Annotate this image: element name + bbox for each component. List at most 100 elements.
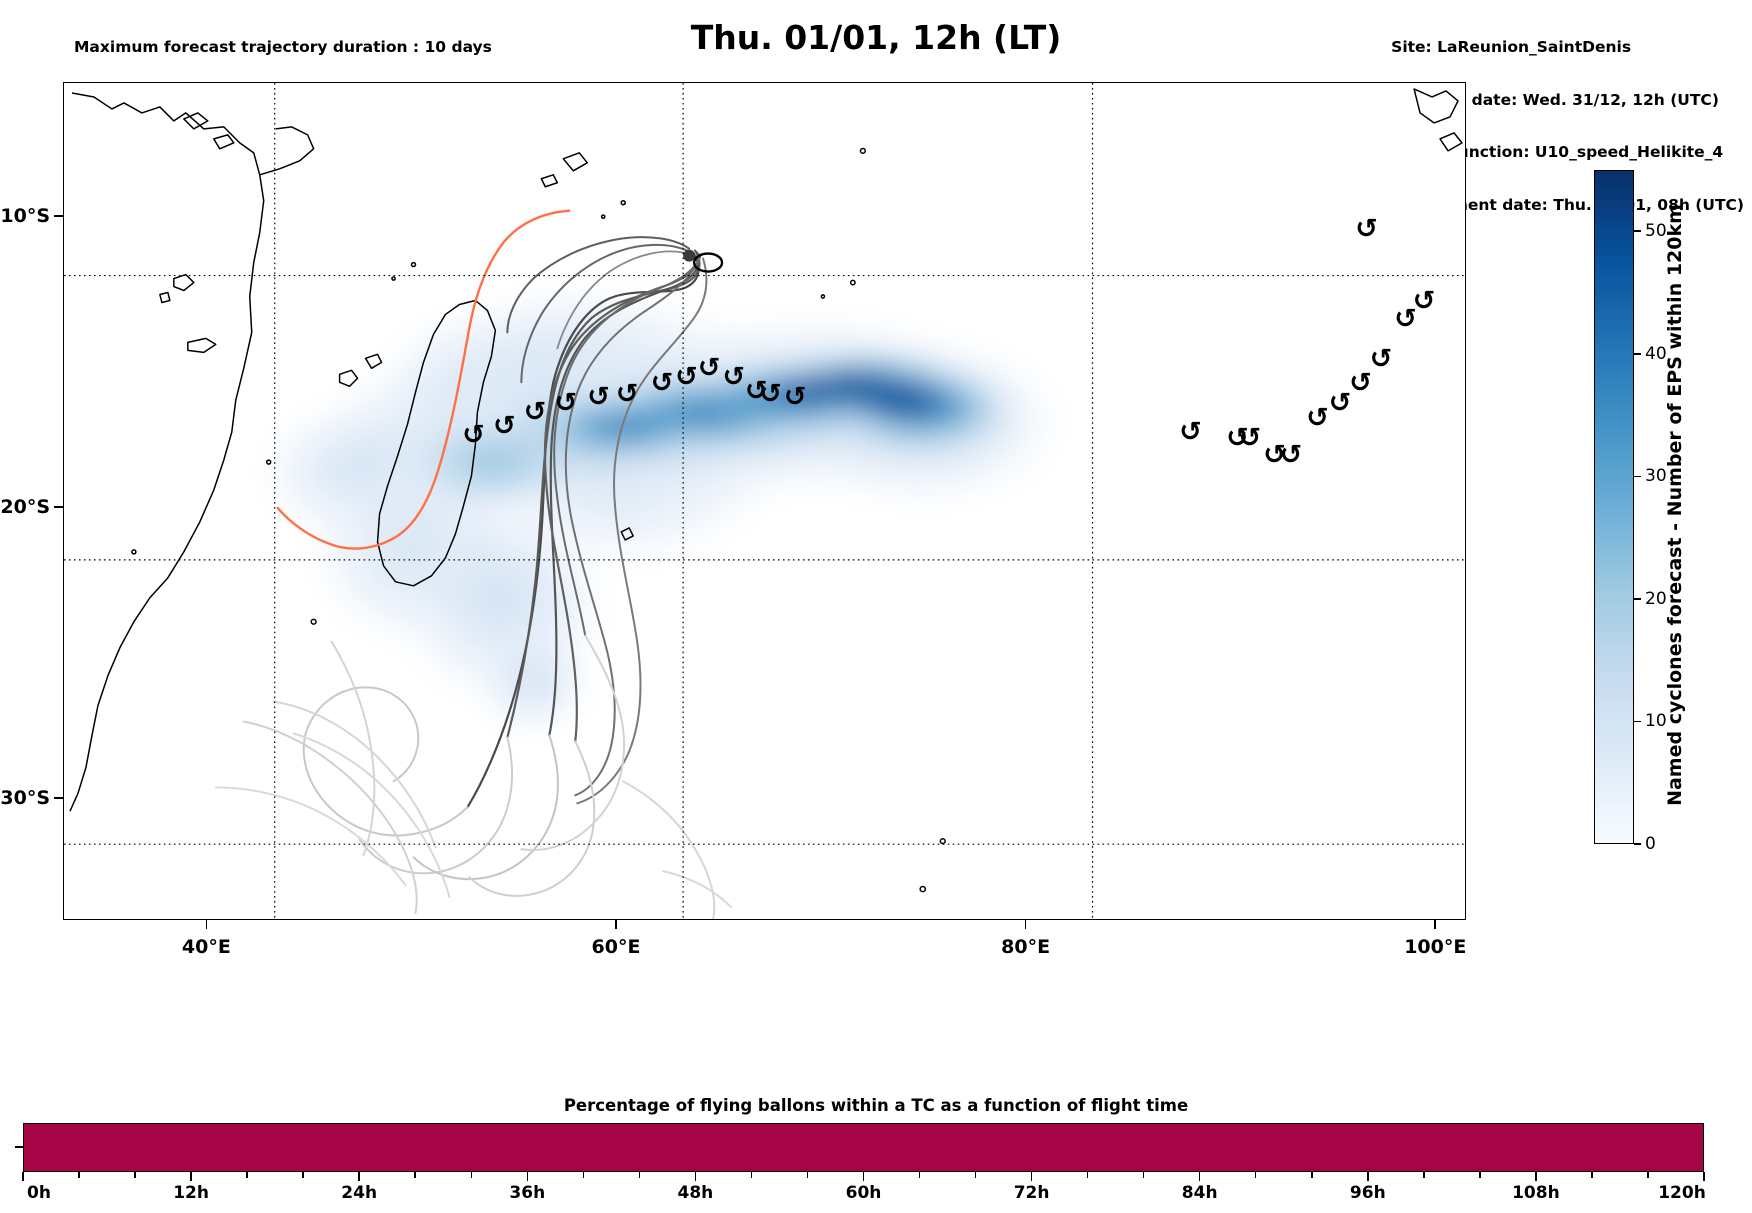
colorbar-tick — [1634, 598, 1641, 600]
colorbar-tick — [1634, 720, 1641, 723]
tc-observation-marker: ↺ — [1279, 439, 1303, 471]
time-minor-tick — [750, 1172, 753, 1178]
colorbar-tick-label: 0 — [1645, 834, 1656, 854]
colorbar-tick-label: 50 — [1645, 221, 1667, 242]
time-tick-label: 108h — [1512, 1183, 1560, 1203]
time-minor-tick — [1479, 1172, 1481, 1178]
tc-observation-marker: ↺ — [1238, 422, 1262, 454]
tc-observation-marker: ↺ — [1306, 402, 1329, 434]
analysis-track — [683, 249, 724, 273]
tc-observation-marker: ↺ — [523, 396, 547, 428]
lon-tick — [1434, 920, 1437, 929]
time-minor-tick — [582, 1172, 585, 1178]
time-tick — [358, 1172, 360, 1181]
tc-observation-marker: ↺ — [1328, 387, 1352, 419]
lat-label: 30°S — [0, 786, 50, 809]
percentage-bar-fill — [24, 1124, 1703, 1171]
tc-observation-marker: ↺ — [1349, 367, 1372, 399]
tc-observation-marker: ↺ — [722, 361, 746, 393]
time-minor-tick — [1254, 1172, 1257, 1178]
time-minor-tick — [1423, 1172, 1425, 1178]
lon-tick — [1024, 920, 1027, 929]
coastlines — [69, 88, 1463, 893]
tc-observation-marker: ↺ — [1226, 422, 1249, 454]
time-tick — [1535, 1172, 1537, 1181]
lat-tick — [54, 796, 63, 799]
time-tick-label: 12h — [173, 1183, 209, 1203]
tc-observation-marker: ↺ — [554, 387, 578, 419]
time-tick — [1198, 1172, 1201, 1181]
site-text: Site: LaReunion_SaintDenis — [1391, 38, 1632, 56]
time-minor-tick — [134, 1172, 136, 1178]
time-tick-label: 120h — [1658, 1183, 1706, 1203]
time-tick — [190, 1172, 192, 1181]
time-minor-tick — [918, 1172, 921, 1178]
lon-label: 40°E — [181, 936, 231, 958]
lon-label: 60°E — [591, 936, 641, 958]
colorbar-tick-label: 20 — [1645, 588, 1667, 609]
lon-tick — [205, 920, 208, 929]
tc-observation-marker: ↺ — [650, 367, 674, 399]
time-minor-tick — [470, 1172, 473, 1178]
time-tick — [1367, 1172, 1369, 1181]
lat-tick — [54, 215, 63, 217]
time-tick-label: 36h — [509, 1183, 546, 1203]
percentage-bar-ytick — [15, 1146, 23, 1148]
forecast-map[interactable]: ↺↺↺↺↺↺↺↺↺↺↺↺↺↺↺↺↺↺↺↺↺↺↺↺↺ No Interceptio… — [63, 82, 1466, 920]
lat-tick — [54, 506, 63, 508]
time-minor-tick — [806, 1172, 809, 1178]
tc-observation-marker: ↺ — [1369, 343, 1393, 375]
graticule — [64, 83, 1465, 919]
time-minor-tick — [638, 1172, 641, 1178]
time-tick — [526, 1172, 529, 1181]
tc-observation-marker: ↺ — [493, 410, 516, 442]
tc-observation-marker: ↺ — [1263, 439, 1286, 471]
tc-observation-marker: ↺ — [697, 352, 721, 384]
time-tick-label: 60h — [845, 1183, 882, 1203]
tc-observation-marker: ↺ — [744, 375, 768, 407]
colorbar-tick — [1634, 475, 1641, 478]
time-minor-tick — [1647, 1172, 1649, 1178]
max-duration-text: Maximum forecast trajectory duration : 1… — [74, 38, 492, 56]
colorbar-tick — [1634, 843, 1641, 845]
percentage-bar-title: Percentage of flying ballons within a TC… — [563, 1096, 1189, 1115]
eps-density-field — [253, 277, 1073, 737]
time-minor-tick — [974, 1172, 977, 1178]
lat-label: 10°S — [0, 204, 50, 227]
colorbar-title-wrap: Named cyclones forecast - Number of EPS … — [1660, 0, 1690, 1213]
time-minor-tick — [1142, 1172, 1145, 1178]
time-tick-label: 48h — [677, 1183, 714, 1203]
time-minor-tick — [1591, 1172, 1593, 1178]
lon-label: 100°E — [1404, 936, 1467, 958]
tc-observation-marker: ↺ — [675, 361, 698, 393]
tc-observation-marker: ↺ — [462, 419, 485, 451]
speed-function-text: Speed function: U10_speed_Helikite_4 — [1391, 143, 1724, 161]
time-minor-tick — [246, 1172, 248, 1178]
time-minor-tick — [302, 1172, 304, 1178]
time-tick — [1703, 1172, 1705, 1181]
colorbar[interactable]: 0 10 20 30 40 50 — [1594, 170, 1667, 854]
time-tick — [22, 1172, 24, 1181]
time-tick — [862, 1172, 865, 1181]
time-tick — [694, 1172, 697, 1181]
colorbar-tick-label: 40 — [1645, 343, 1667, 364]
tc-observation-marker: ↺ — [615, 378, 639, 410]
percentage-bar-panel[interactable] — [23, 1123, 1704, 1172]
colorbar-tick-label: 30 — [1645, 466, 1667, 487]
time-tick-label: 84h — [1181, 1183, 1218, 1203]
balloon-trajectory-named-cyclone — [276, 209, 571, 550]
tc-observation-marker: ↺ — [587, 381, 610, 413]
time-minor-tick — [1086, 1172, 1089, 1178]
lat-label: 20°S — [0, 495, 50, 518]
colorbar-gradient — [1594, 170, 1634, 844]
page-title: Thu. 01/01, 12h (LT) — [690, 18, 1062, 57]
colorbar-tick — [1634, 230, 1641, 233]
time-tick-label: 24h — [341, 1183, 378, 1203]
time-minor-tick — [414, 1172, 416, 1178]
tc-observation-marker: ↺ — [1412, 285, 1436, 317]
lon-label: 80°E — [1001, 936, 1051, 958]
time-minor-tick — [78, 1172, 80, 1178]
balloon-trajectories-no-interception — [214, 236, 733, 919]
lon-tick — [615, 920, 617, 929]
time-minor-tick — [1311, 1172, 1313, 1178]
